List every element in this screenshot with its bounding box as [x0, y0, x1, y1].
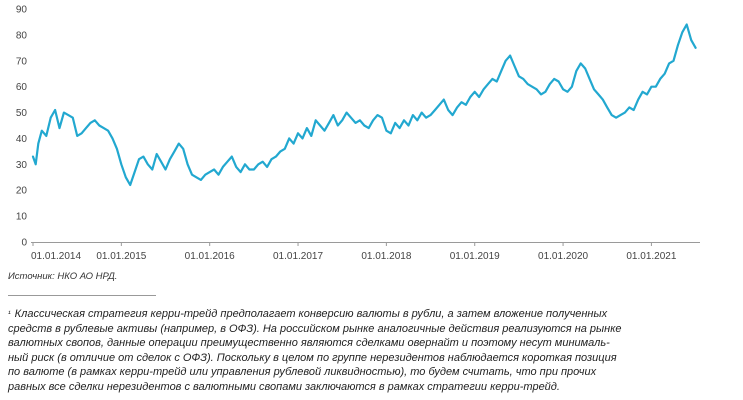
source-note: Источник: НКО АО НРД.	[8, 271, 118, 282]
x-axis: 01.01.2014 01.01.2015 01.01.2016 01.01.2017…	[31, 242, 700, 262]
x-tick-label: 01.01.2016	[185, 251, 235, 262]
footnote-line-4: ный риск (в отличие от сделок с ОФЗ). По…	[8, 351, 617, 364]
footnote-line-6: равных все сделки нерезидентов с валютны…	[8, 380, 560, 393]
footnote-line-1: Классическая стратегия керри-трейд предп…	[14, 308, 608, 320]
y-tick-label: 80	[16, 30, 28, 41]
x-tick-label: 01.01.2014	[31, 251, 81, 262]
y-tick-label: 0	[21, 238, 27, 249]
x-tick-label: 01.01.2017	[273, 251, 323, 262]
x-tick-label: 01.01.2019	[450, 251, 500, 262]
y-axis: 0 10 20 30 40 50 60 70 80 90	[16, 5, 28, 249]
x-tick-label: 01.01.2020	[538, 251, 588, 262]
footnote-divider	[8, 295, 156, 296]
footnote: ¹ Классическая стратегия керри-трейд пред…	[8, 307, 736, 395]
x-tick-label: 01.01.2018	[361, 251, 411, 262]
line-chart: 0 10 20 30 40 50 60 70 80 90 01.01.2014 01.01.2015…	[16, 5, 700, 262]
y-tick-label: 50	[16, 108, 28, 119]
x-tick-label: 01.01.2021	[626, 251, 676, 262]
y-tick-label: 40	[16, 134, 28, 145]
y-tick-label: 10	[16, 212, 28, 223]
y-tick-label: 30	[16, 160, 28, 171]
y-tick-label: 60	[16, 82, 28, 93]
y-tick-label: 70	[16, 56, 28, 67]
y-tick-label: 20	[16, 186, 28, 197]
footnote-line-3: валютных свопов, данные операции преимущ…	[8, 337, 610, 350]
footnote-marker: ¹	[8, 309, 11, 318]
y-tick-label: 90	[16, 5, 28, 16]
x-tick-label: 01.01.2015	[96, 251, 146, 262]
footnote-line-5: по валюте (в рамках керри-трейд или упра…	[8, 366, 597, 379]
plot-area	[31, 23, 697, 187]
footnote-line-2: средств в рублевые активы (например, в О…	[8, 322, 622, 335]
series-line	[31, 23, 697, 187]
